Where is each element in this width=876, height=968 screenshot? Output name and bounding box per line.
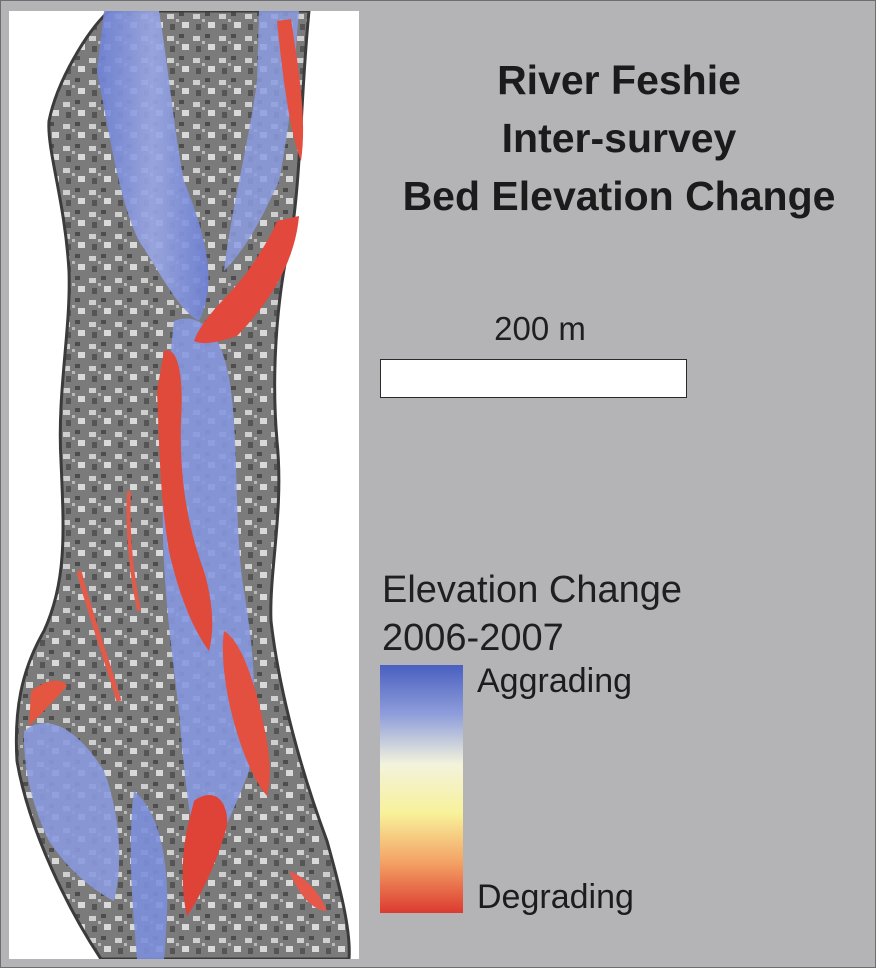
river-elevation-map bbox=[14, 11, 351, 959]
aggrading-zone-right bbox=[224, 11, 299, 271]
aggrading-zone-upper bbox=[97, 11, 209, 321]
degrading-channel-mid-right bbox=[222, 631, 270, 796]
degrading-channel-lower bbox=[182, 795, 228, 916]
degrading-channel-top-right bbox=[277, 19, 304, 161]
degrading-channel-bottom-right bbox=[289, 871, 327, 911]
degrading-channel-left-edge bbox=[29, 680, 67, 726]
aggrading-zone-lower-channel bbox=[130, 791, 168, 959]
legend-title-line-2: 2006-2007 bbox=[382, 617, 564, 659]
legend-high-label: Aggrading bbox=[477, 662, 633, 700]
map-title-line-2: Inter-survey bbox=[501, 115, 737, 161]
aggrading-zone-lower-left bbox=[23, 723, 120, 901]
braid-line-2 bbox=[126, 490, 141, 612]
map-title-line-1: River Feshie bbox=[497, 57, 741, 103]
braid-line-1 bbox=[76, 570, 122, 702]
legend-low-label: Degrading bbox=[477, 878, 634, 916]
degrading-channel-mid-left bbox=[157, 350, 213, 651]
degrading-channel-upper bbox=[194, 216, 299, 344]
scale-bar bbox=[380, 359, 687, 398]
legend-title: Elevation Change 2006-2007 bbox=[382, 566, 862, 662]
legend-color-ramp bbox=[380, 665, 463, 913]
map-title-line-3: Bed Elevation Change bbox=[402, 173, 836, 219]
scale-bar-label: 200 m bbox=[494, 310, 586, 347]
map-panel bbox=[9, 11, 359, 959]
legend-title-line-1: Elevation Change bbox=[382, 569, 682, 611]
